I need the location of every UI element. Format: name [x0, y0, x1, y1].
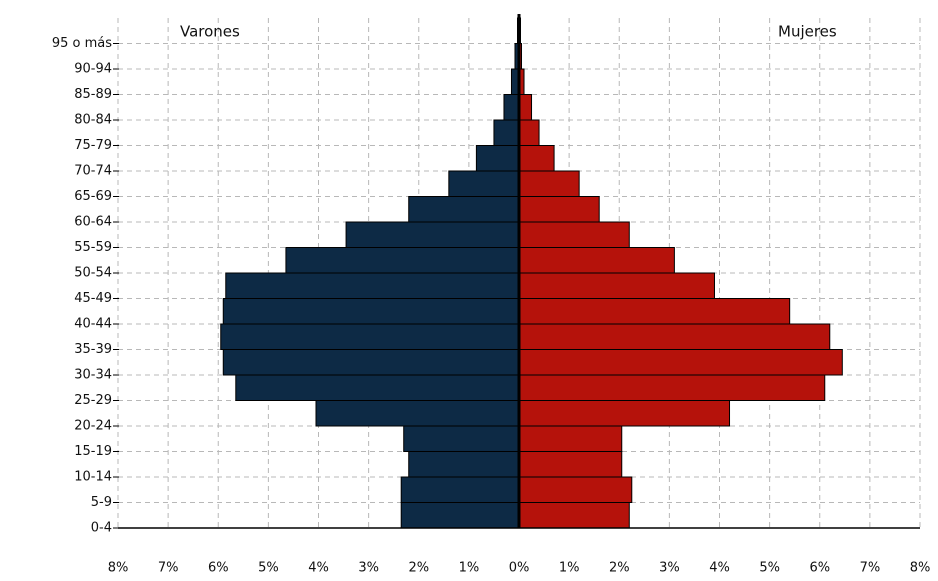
y-tick-label: 30-34: [74, 368, 112, 383]
y-tick-label: 5-9: [91, 495, 112, 510]
x-tick-label: 7%: [860, 561, 881, 576]
bar: [408, 451, 520, 478]
y-tick-label: 15-19: [74, 444, 112, 459]
y-tick-label: 85-89: [74, 87, 112, 102]
y-tick-label: 40-44: [74, 317, 112, 332]
bar: [315, 400, 520, 427]
bar: [518, 196, 600, 223]
y-tick-label: 90-94: [74, 62, 112, 77]
x-tick-label: 3%: [659, 561, 680, 576]
x-tick-label: 2%: [609, 561, 630, 576]
bar: [475, 145, 520, 172]
y-tick-label: 60-64: [74, 215, 112, 230]
y-tick-label: 35-39: [74, 342, 112, 357]
bar: [518, 145, 555, 172]
bar: [222, 349, 520, 376]
x-tick-label: 2%: [408, 561, 429, 576]
bar: [518, 221, 630, 248]
x-tick-label: 3%: [358, 561, 379, 576]
bar: [225, 272, 520, 299]
bar: [518, 400, 731, 427]
y-tick-label: 65-69: [74, 189, 112, 204]
bar: [518, 247, 675, 274]
bar: [518, 170, 580, 197]
y-tick-label: 45-49: [74, 291, 112, 306]
x-tick-label: 6%: [208, 561, 229, 576]
bar: [518, 451, 623, 478]
bar: [448, 170, 520, 197]
y-tick-label: 55-59: [74, 240, 112, 255]
x-tick-label: 8%: [910, 561, 931, 576]
x-tick-label: 1%: [559, 561, 580, 576]
x-tick-label: 0%: [509, 561, 530, 576]
bar: [222, 298, 520, 325]
x-tick-label: 5%: [258, 561, 279, 576]
bar: [493, 119, 520, 146]
x-tick-label: 6%: [809, 561, 830, 576]
bar: [400, 476, 520, 503]
bar: [403, 425, 520, 452]
x-tick-label: 1%: [459, 561, 480, 576]
y-tick-label: 80-84: [74, 113, 112, 128]
bar: [345, 221, 520, 248]
y-tick-label: 95 o más: [52, 36, 112, 51]
bar: [408, 196, 520, 223]
bar: [518, 272, 715, 299]
bar: [503, 94, 520, 121]
bar: [518, 349, 843, 376]
y-tick-label: 10-14: [74, 470, 112, 485]
x-tick-label: 5%: [759, 561, 780, 576]
y-tick-label: 0-4: [91, 521, 112, 536]
bar: [518, 425, 623, 452]
bar: [220, 323, 520, 350]
y-tick-label: 70-74: [74, 164, 112, 179]
x-tick-label: 4%: [308, 561, 329, 576]
bar: [518, 374, 826, 401]
y-tick-label: 50-54: [74, 266, 112, 281]
bar: [518, 94, 533, 121]
bar: [235, 374, 520, 401]
legend-label: Varones: [180, 23, 240, 41]
legend-label: Mujeres: [778, 23, 837, 41]
bar: [518, 476, 633, 503]
bar: [518, 119, 540, 146]
y-tick-label: 25-29: [74, 393, 112, 408]
bar: [400, 502, 520, 529]
bar: [518, 323, 831, 350]
bar: [285, 247, 520, 274]
x-tick-label: 4%: [709, 561, 730, 576]
y-tick-label: 20-24: [74, 419, 112, 434]
y-tick-label: 75-79: [74, 138, 112, 153]
x-tick-label: 8%: [108, 561, 129, 576]
bar: [518, 502, 630, 529]
bar: [518, 298, 791, 325]
x-tick-label: 7%: [158, 561, 179, 576]
